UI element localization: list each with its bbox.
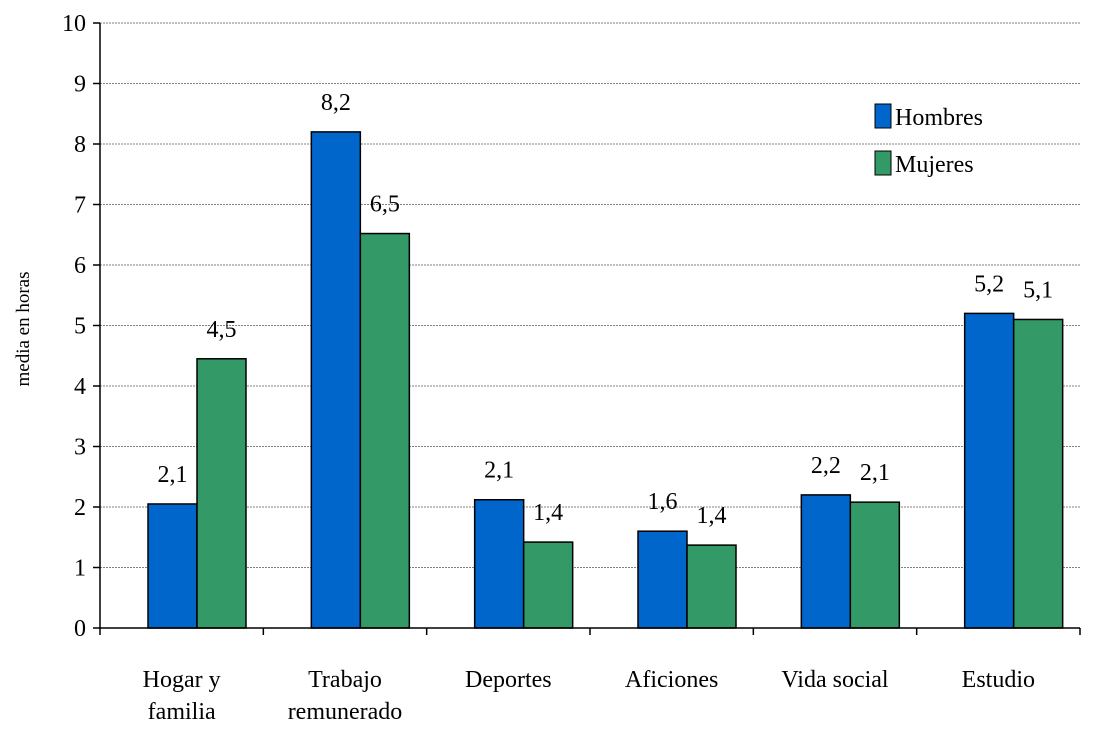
category-labels: Hogar y familia Trabajo remunerado Deportes A…: [143, 667, 1035, 725]
bar-mujeres: [849, 501, 901, 629]
legend-swatch-hombres: [874, 103, 892, 129]
category-label: Aficiones: [625, 667, 718, 693]
bar-hombres: [637, 530, 688, 629]
y-tick-label: 10: [62, 11, 86, 37]
category-label: Hogar y: [143, 667, 221, 693]
bar-mujeres: [1012, 318, 1064, 629]
data-label-hombres: 5,2: [974, 271, 1004, 297]
bar-hombres: [963, 312, 1015, 629]
y-tick-label: 8: [74, 132, 86, 158]
bar-hombres: [473, 498, 525, 629]
data-label-mujeres: 1,4: [697, 503, 727, 529]
category-label: remunerado: [288, 699, 403, 725]
bars: [147, 131, 1064, 629]
bar-mujeres: [359, 232, 411, 629]
data-label-mujeres: 6,5: [370, 192, 400, 218]
bar-mujeres: [686, 544, 737, 629]
legend-label-mujeres: Mujeres: [895, 152, 974, 178]
data-label-hombres: 1,6: [648, 489, 678, 515]
y-tick-label: 0: [74, 616, 86, 642]
data-label-hombres: 2,2: [811, 453, 841, 479]
data-label-mujeres: 4,5: [207, 317, 237, 343]
legend: Hombres Mujeres: [874, 103, 983, 178]
category-label: Estudio: [962, 667, 1035, 693]
y-tick-label: 5: [74, 314, 86, 340]
axes: [93, 22, 1081, 635]
y-tick-label: 4: [74, 374, 86, 400]
y-tick-label: 6: [74, 253, 86, 279]
bar-hombres: [147, 503, 198, 629]
data-label-hombres: 8,2: [321, 90, 351, 116]
data-label-hombres: 2,1: [484, 458, 514, 484]
y-tick-label: 1: [74, 556, 86, 582]
legend-swatch-mujeres: [874, 150, 892, 176]
data-label-mujeres: 1,4: [533, 500, 563, 526]
bar-hombres: [310, 131, 362, 629]
category-label: Vida social: [781, 667, 889, 693]
category-label: familia: [148, 699, 216, 725]
legend-label-hombres: Hombres: [895, 105, 983, 131]
gridlines: [100, 22, 1080, 568]
y-tick-label: 9: [74, 72, 86, 98]
data-labels: 2,1 4,5 8,2 6,5 2,1 1,4 1,6 1,4 2,2 2,1 5,2 5,1: [158, 90, 1054, 529]
y-tick-labels: 0 1 2 3 4 5 6 7 8 9 10: [62, 11, 86, 642]
y-tick-label: 7: [74, 193, 86, 219]
category-label: Deportes: [465, 667, 552, 693]
bar-mujeres: [522, 541, 574, 629]
y-tick-label: 2: [74, 495, 86, 521]
data-label-mujeres: 5,1: [1023, 277, 1053, 303]
data-label-mujeres: 2,1: [860, 460, 890, 486]
data-label-hombres: 2,1: [158, 462, 188, 488]
category-label: Trabajo: [308, 667, 382, 693]
bar-mujeres: [196, 358, 247, 629]
y-axis-label: media en horas: [13, 271, 34, 386]
y-tick-label: 3: [74, 435, 86, 461]
bar-hombres: [800, 494, 852, 629]
